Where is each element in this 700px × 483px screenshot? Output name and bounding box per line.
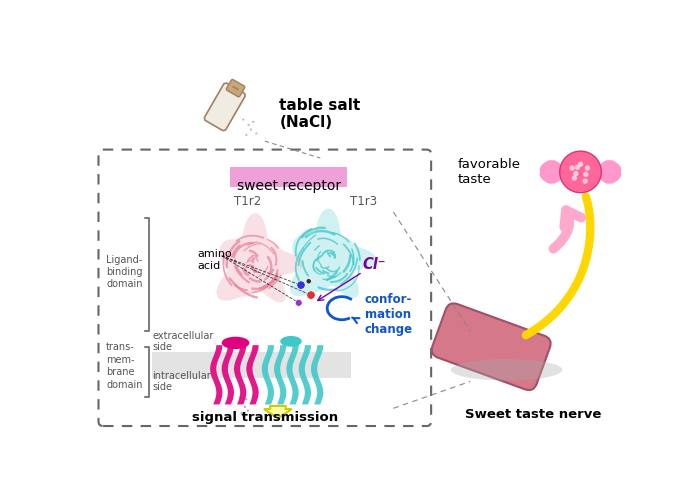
Ellipse shape xyxy=(222,337,249,349)
Circle shape xyxy=(572,175,577,181)
Ellipse shape xyxy=(451,359,562,381)
Circle shape xyxy=(582,178,588,184)
Circle shape xyxy=(242,401,244,403)
Bar xyxy=(153,352,351,378)
Circle shape xyxy=(578,161,583,167)
Text: Sweet taste nerve: Sweet taste nerve xyxy=(465,408,601,421)
Text: trans-
mem-
brane
domain: trans- mem- brane domain xyxy=(106,342,143,390)
Text: T1r3: T1r3 xyxy=(349,195,377,208)
Circle shape xyxy=(250,128,252,131)
Circle shape xyxy=(242,118,244,121)
FancyArrowPatch shape xyxy=(545,166,558,170)
Polygon shape xyxy=(216,213,303,302)
Text: extracellular
side: extracellular side xyxy=(153,330,214,352)
FancyArrowPatch shape xyxy=(554,210,581,249)
Circle shape xyxy=(246,410,249,412)
Circle shape xyxy=(573,171,579,176)
Circle shape xyxy=(252,121,254,123)
Text: T1r2: T1r2 xyxy=(234,195,261,208)
Text: Cl⁻: Cl⁻ xyxy=(363,257,386,272)
Circle shape xyxy=(297,281,305,289)
Circle shape xyxy=(232,86,234,88)
Circle shape xyxy=(239,397,241,398)
Circle shape xyxy=(248,124,250,126)
FancyBboxPatch shape xyxy=(230,167,347,187)
FancyBboxPatch shape xyxy=(99,150,431,426)
Circle shape xyxy=(575,165,580,170)
Text: sweet receptor: sweet receptor xyxy=(237,179,341,193)
FancyArrowPatch shape xyxy=(603,174,616,178)
Circle shape xyxy=(245,134,248,136)
Circle shape xyxy=(583,171,589,177)
Circle shape xyxy=(237,88,239,90)
Polygon shape xyxy=(290,209,376,298)
FancyArrowPatch shape xyxy=(603,166,616,170)
Text: Ligand-
binding
domain: Ligand- binding domain xyxy=(106,255,143,289)
Text: signal transmission: signal transmission xyxy=(192,412,338,425)
Text: amino
acid: amino acid xyxy=(197,249,232,270)
Circle shape xyxy=(584,165,590,171)
Circle shape xyxy=(560,151,601,193)
FancyBboxPatch shape xyxy=(432,303,551,390)
Circle shape xyxy=(245,398,248,400)
Circle shape xyxy=(569,165,575,171)
Polygon shape xyxy=(264,406,292,418)
FancyBboxPatch shape xyxy=(226,80,245,97)
Text: intracellular
side: intracellular side xyxy=(153,370,211,392)
Circle shape xyxy=(307,291,315,299)
Circle shape xyxy=(256,132,258,135)
Text: table salt
(NaCl): table salt (NaCl) xyxy=(279,98,360,130)
FancyBboxPatch shape xyxy=(204,83,245,131)
Text: confor-
mation
change: confor- mation change xyxy=(365,293,413,336)
Circle shape xyxy=(306,279,312,284)
Circle shape xyxy=(234,87,237,89)
Circle shape xyxy=(295,299,302,306)
Ellipse shape xyxy=(280,336,302,347)
Circle shape xyxy=(244,406,246,408)
FancyArrowPatch shape xyxy=(545,174,558,178)
Circle shape xyxy=(241,412,243,414)
Text: favorable
taste: favorable taste xyxy=(457,158,520,186)
